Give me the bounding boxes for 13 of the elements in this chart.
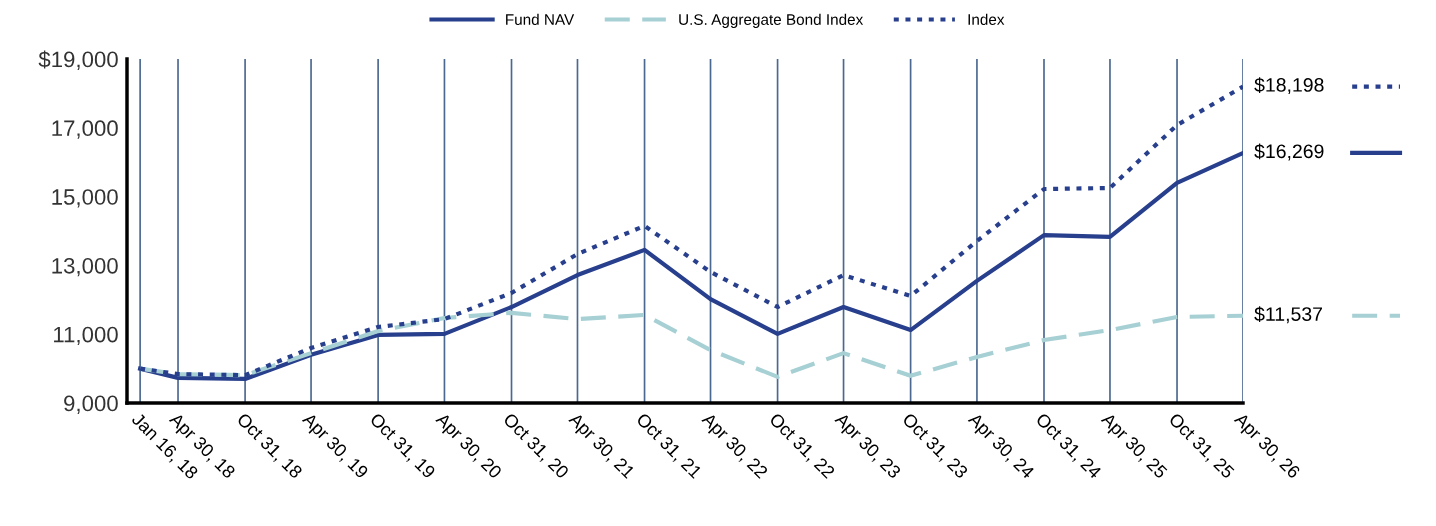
- y-tick-label: 17,000: [52, 120, 118, 139]
- annotation: $18,198: [1254, 77, 1324, 95]
- y-tick-label: 13,000: [52, 257, 118, 277]
- y-tick-label: 11,000: [54, 326, 118, 346]
- y-tick-label: 15,000: [52, 189, 118, 208]
- legend-label: Index: [968, 13, 1005, 25]
- x-tick-label: Oct 31, 23: [900, 412, 969, 481]
- y-tick-label: 9,000: [64, 395, 118, 414]
- y-tick-label: $19,000: [38, 50, 118, 70]
- annotation: $11,537: [1254, 306, 1322, 324]
- legend-label: U.S. Aggregate Bond Index: [679, 13, 864, 28]
- legend-label: Fund NAV: [506, 13, 575, 25]
- annotation: $16,269: [1254, 143, 1324, 161]
